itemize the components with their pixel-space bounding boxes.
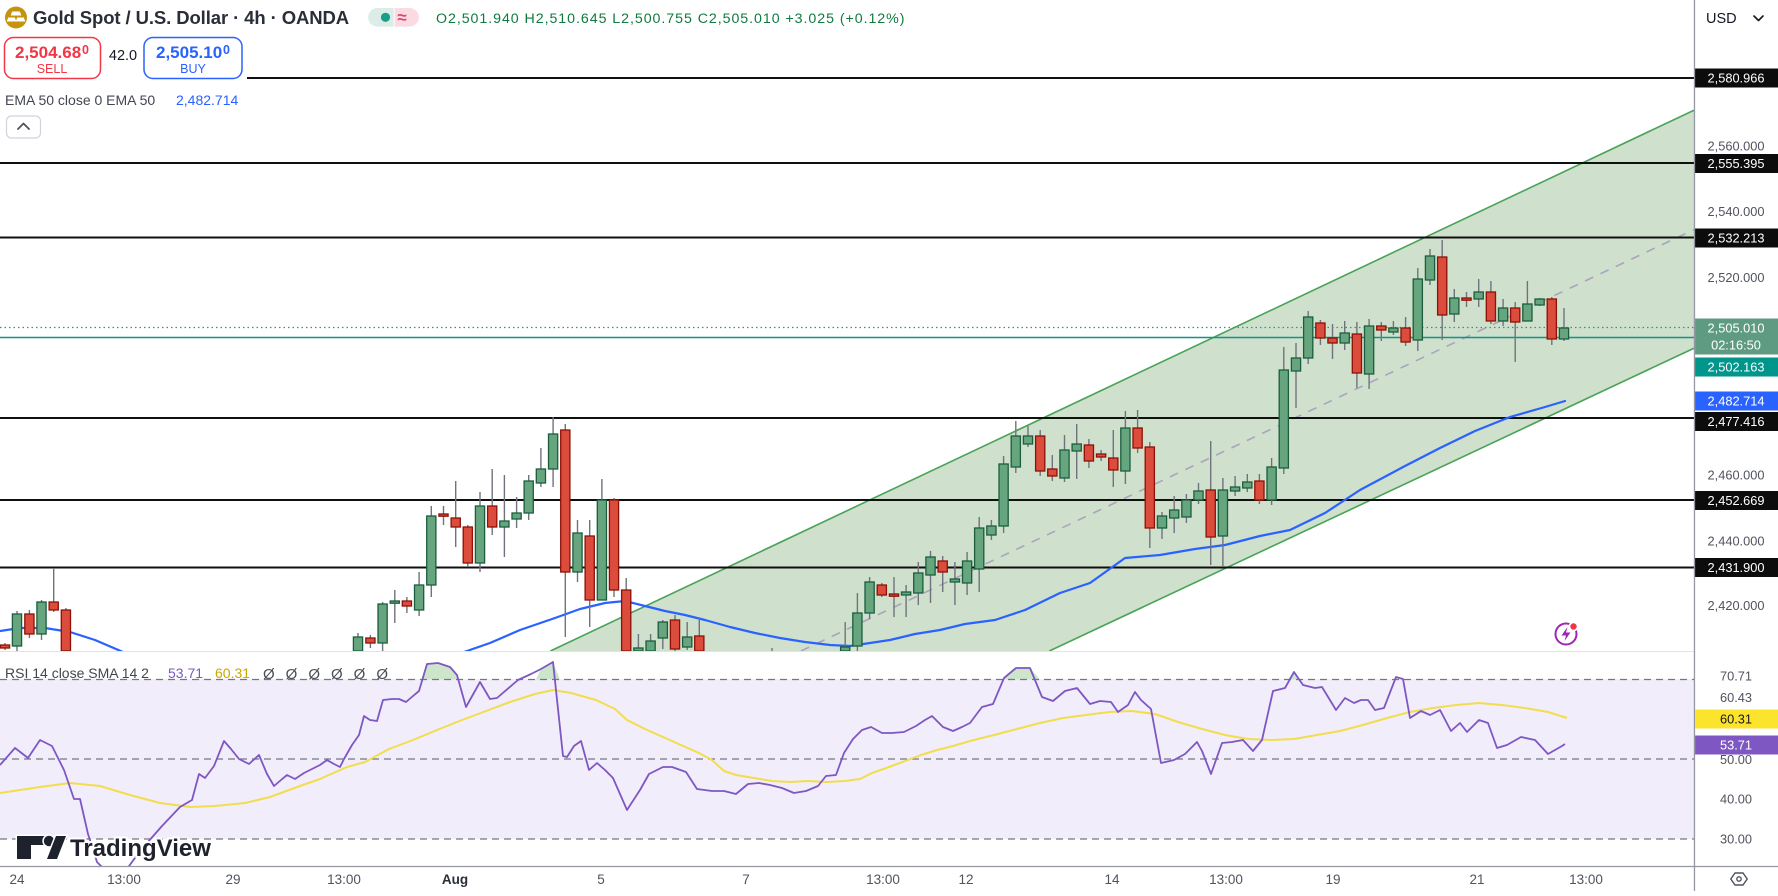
svg-text:ØØØØØØ: ØØØØØØ bbox=[263, 666, 399, 683]
svg-text:2,482.714: 2,482.714 bbox=[176, 92, 238, 108]
svg-text:13:00: 13:00 bbox=[866, 872, 900, 887]
svg-text:SELL: SELL bbox=[37, 62, 68, 76]
svg-text:50.00: 50.00 bbox=[1720, 752, 1752, 767]
svg-text:2,431.900: 2,431.900 bbox=[1708, 560, 1765, 575]
svg-text:TradingView: TradingView bbox=[70, 835, 211, 862]
svg-text:EMA 50 close 0 EMA 50: EMA 50 close 0 EMA 50 bbox=[5, 92, 155, 108]
svg-text:0: 0 bbox=[223, 43, 230, 57]
svg-text:2,505.010: 2,505.010 bbox=[1708, 320, 1765, 335]
svg-text:BUY: BUY bbox=[180, 62, 206, 76]
svg-text:2,460.000: 2,460.000 bbox=[1708, 467, 1765, 482]
svg-text:≈: ≈ bbox=[397, 8, 406, 27]
svg-text:12: 12 bbox=[958, 872, 973, 887]
svg-text:21: 21 bbox=[1469, 872, 1484, 887]
svg-text:2,420.000: 2,420.000 bbox=[1708, 598, 1765, 613]
svg-text:02:16:50: 02:16:50 bbox=[1711, 338, 1761, 353]
svg-text:2,580.966: 2,580.966 bbox=[1708, 70, 1765, 85]
svg-text:2,532.213: 2,532.213 bbox=[1708, 230, 1765, 245]
svg-text:5: 5 bbox=[597, 872, 605, 887]
svg-text:2,560.000: 2,560.000 bbox=[1708, 138, 1765, 153]
svg-text:7: 7 bbox=[742, 872, 750, 887]
svg-text:42.0: 42.0 bbox=[109, 48, 137, 64]
svg-text:70.71: 70.71 bbox=[1720, 668, 1752, 683]
svg-text:60.31: 60.31 bbox=[215, 665, 250, 681]
svg-text:60.31: 60.31 bbox=[1720, 711, 1752, 726]
svg-text:2,505.10: 2,505.10 bbox=[156, 43, 222, 62]
svg-text:13:00: 13:00 bbox=[327, 872, 361, 887]
svg-text:2,502.163: 2,502.163 bbox=[1708, 359, 1765, 374]
svg-text:2,440.000: 2,440.000 bbox=[1708, 533, 1765, 548]
svg-text:Gold Spot / U.S. Dollar · 4h ·: Gold Spot / U.S. Dollar · 4h · OANDA bbox=[33, 7, 349, 28]
svg-text:13:00: 13:00 bbox=[107, 872, 141, 887]
svg-text:40.00: 40.00 bbox=[1720, 791, 1752, 806]
svg-text:USD: USD bbox=[1706, 11, 1737, 27]
svg-text:2,555.395: 2,555.395 bbox=[1708, 156, 1765, 171]
svg-text:14: 14 bbox=[1104, 872, 1120, 887]
svg-text:30.00: 30.00 bbox=[1720, 831, 1752, 846]
svg-text:2,504.68: 2,504.68 bbox=[15, 43, 81, 62]
svg-text:29: 29 bbox=[225, 872, 240, 887]
svg-text:24: 24 bbox=[9, 872, 25, 887]
svg-text:13:00: 13:00 bbox=[1209, 872, 1243, 887]
svg-text:2,452.669: 2,452.669 bbox=[1708, 493, 1765, 508]
svg-text:2,482.714: 2,482.714 bbox=[1708, 393, 1765, 408]
svg-text:O2,501.940 H2,510.645 L2,500.7: O2,501.940 H2,510.645 L2,500.755 C2,505.… bbox=[436, 11, 905, 27]
svg-text:53.71: 53.71 bbox=[168, 665, 203, 681]
svg-text:19: 19 bbox=[1325, 872, 1340, 887]
svg-text:13:00: 13:00 bbox=[1569, 872, 1603, 887]
svg-text:2,520.000: 2,520.000 bbox=[1708, 270, 1765, 285]
svg-text:53.71: 53.71 bbox=[1720, 737, 1752, 752]
svg-text:Aug: Aug bbox=[442, 872, 468, 887]
svg-text:2,540.000: 2,540.000 bbox=[1708, 204, 1765, 219]
svg-text:60.43: 60.43 bbox=[1720, 690, 1752, 705]
svg-text:2,477.416: 2,477.416 bbox=[1708, 414, 1765, 429]
svg-text:0: 0 bbox=[82, 43, 89, 57]
svg-text:RSI 14 close SMA 14 2: RSI 14 close SMA 14 2 bbox=[5, 665, 149, 681]
